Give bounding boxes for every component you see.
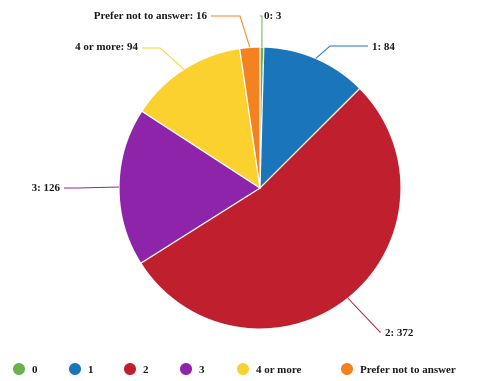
legend-label-4-or-more: 4 or more: [256, 364, 302, 376]
legend: 0 1 2 3 4 or more Prefer not to answer: [13, 363, 456, 376]
legend-label-3: 3: [199, 364, 205, 376]
data-label-0: 0: 3: [264, 10, 282, 22]
legend-label-1: 1: [88, 364, 94, 376]
data-label-1: 1: 84: [372, 41, 395, 53]
legend-label-0: 0: [32, 364, 38, 376]
legend-marker-0: [13, 363, 25, 375]
legend-marker-prefer-not-to-answer: [341, 363, 353, 375]
pie-slice-3: [118, 110, 262, 265]
data-label-prefer-not-to-answer: Prefer not to answer: 16: [94, 10, 208, 22]
data-label-4-or-more: 4 or more: 94: [75, 41, 138, 53]
legend-marker-1: [69, 363, 81, 375]
legend-label-prefer-not-to-answer: Prefer not to answer: [360, 364, 456, 376]
pie-slice-4-or-more: [140, 47, 261, 190]
leader-line-0: [260, 15, 263, 48]
leader-line-2: [347, 297, 381, 333]
data-label-3: 3: 126: [32, 182, 61, 194]
pie-slices: [118, 46, 402, 330]
data-labels: 0: 3 1: 84 2: 372 3: 126 4 or more: 94 Prefer…: [32, 10, 414, 339]
leader-line-1: [315, 45, 368, 59]
leader-line-4-or-more: [142, 47, 185, 70]
leader-line-prefer-not-to-answer: [211, 15, 251, 48]
data-label-2: 2: 372: [385, 327, 414, 339]
legend-marker-2: [124, 363, 136, 375]
legend-marker-4-or-more: [237, 363, 249, 375]
legend-label-2: 2: [143, 364, 149, 376]
leader-line-3: [64, 186, 120, 189]
pie-slice-1: [259, 46, 361, 190]
legend-marker-3: [180, 363, 192, 375]
